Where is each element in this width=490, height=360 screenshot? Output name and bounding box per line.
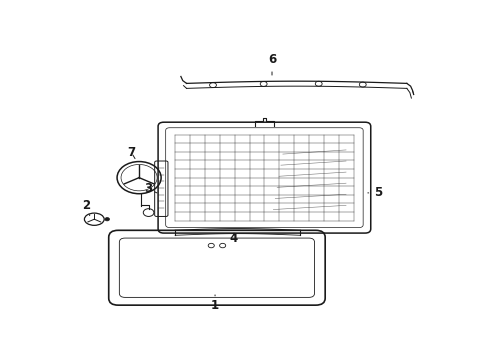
- Text: 6: 6: [268, 53, 276, 75]
- Text: 4: 4: [230, 232, 238, 245]
- Circle shape: [105, 217, 109, 221]
- Text: 7: 7: [127, 146, 136, 159]
- Text: 2: 2: [82, 199, 90, 216]
- Text: 3: 3: [144, 182, 157, 195]
- Text: 1: 1: [211, 295, 219, 312]
- Text: 5: 5: [368, 186, 383, 199]
